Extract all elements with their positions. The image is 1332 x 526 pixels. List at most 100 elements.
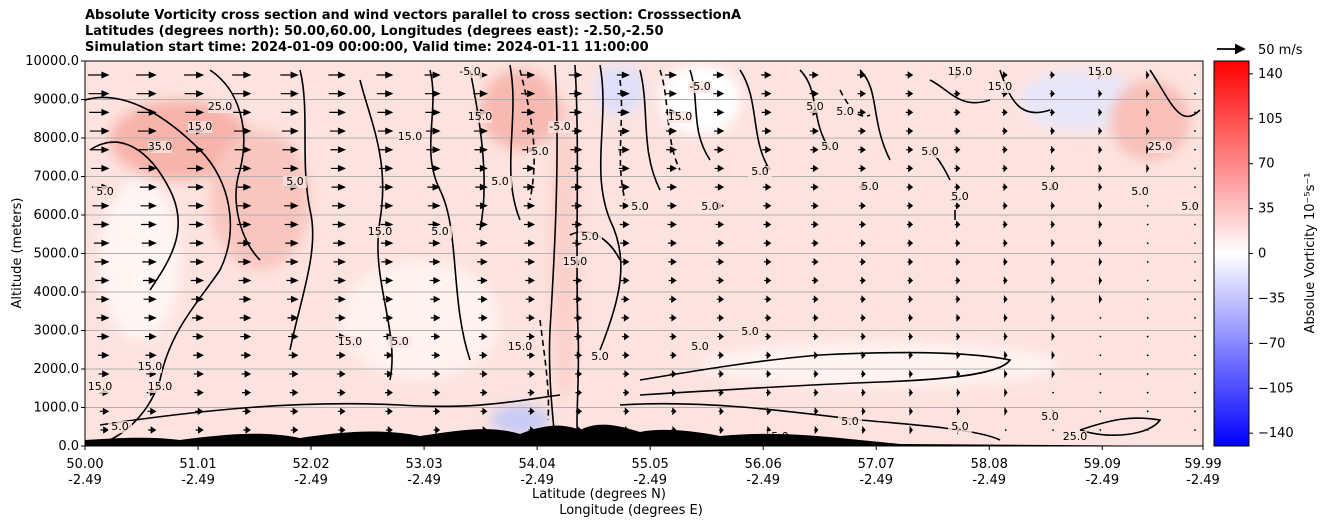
wind-vector: [1146, 279, 1149, 282]
wind-vector: [763, 239, 772, 247]
wind-vector: [433, 407, 441, 416]
wind-vector: [1098, 126, 1103, 136]
wind-vector: [378, 164, 394, 172]
colorbar-tick-label: 140: [1258, 67, 1283, 82]
contour-label: 5.0: [1131, 185, 1149, 198]
wind-vector: [142, 258, 157, 266]
wind-vector: [193, 370, 204, 378]
contour-label: 5.0: [286, 175, 304, 188]
contour-label: 5.0: [841, 415, 859, 428]
chart-title-line-1: Absolute Vorticity cross section and win…: [85, 8, 742, 23]
wind-vector: [1146, 354, 1149, 357]
wind-vector: [954, 201, 961, 210]
wind-vector: [236, 202, 252, 210]
wind-vector: [813, 369, 819, 378]
wind-vector: [232, 71, 252, 79]
wind-vector: [861, 407, 866, 416]
contour-label: -5.0: [549, 120, 570, 133]
contour-label: 15.0: [988, 80, 1013, 93]
wind-vector: [239, 314, 252, 322]
contour-label-bg: [838, 416, 862, 428]
wind-vector: [334, 276, 346, 285]
contour-label-bg: [858, 181, 882, 193]
wind-vector: [286, 295, 299, 303]
wind-vector: [715, 220, 725, 229]
wind-vector: [424, 90, 441, 98]
wind-vector: [1099, 335, 1102, 338]
contour-label: 5.0: [1041, 410, 1059, 423]
y-tick-label: 4000.0: [34, 285, 80, 300]
wind-vector: [1146, 298, 1149, 301]
wind-vector: [332, 220, 347, 228]
wind-vector: [424, 71, 441, 79]
contour-label: 5.0: [391, 335, 409, 348]
wind-vector: [618, 164, 630, 172]
wind-vector: [431, 332, 441, 341]
wind-vector: [859, 276, 866, 285]
wind-vector: [766, 407, 772, 416]
wind-vector: [1146, 223, 1149, 226]
wind-vector: [144, 314, 157, 322]
quiver-key-label: 50 m/s: [1258, 43, 1303, 58]
wind-vector: [1146, 316, 1149, 319]
wind-vector: [1099, 410, 1102, 413]
wind-vector: [88, 90, 110, 98]
x-axis-label-longitude: Longitude (degrees E): [559, 503, 703, 518]
wind-vector: [618, 146, 630, 154]
wind-vector: [96, 314, 110, 322]
contour-label-bg: [398, 131, 422, 143]
wind-vector: [382, 314, 394, 322]
wind-vector: [859, 257, 866, 266]
wind-vector: [280, 71, 299, 79]
wind-vector: [193, 351, 204, 359]
contour-label: 15.0: [148, 380, 173, 393]
wind-vector: [810, 183, 819, 191]
wind-vector: [667, 220, 677, 229]
wind-vector: [282, 146, 299, 154]
wind-vector: [473, 127, 488, 135]
wind-vector: [668, 295, 677, 303]
wind-vector: [87, 71, 110, 79]
wind-vector: [473, 90, 488, 98]
wind-vector: [860, 369, 866, 379]
wind-vector: [338, 426, 346, 434]
wind-vector: [667, 239, 677, 247]
contour-label-bg: [458, 66, 482, 78]
wind-vector: [666, 164, 677, 173]
y-tick-label: 2000.0: [34, 362, 80, 377]
contour-line: [599, 64, 622, 351]
wind-vector: [1003, 332, 1008, 341]
wind-vector: [1050, 238, 1055, 248]
wind-vector: [377, 127, 394, 135]
wind-vector: [571, 202, 583, 210]
wind-vector: [1146, 163, 1150, 173]
wind-vector: [954, 164, 961, 173]
wind-vector: [379, 183, 394, 191]
wind-vector: [329, 127, 347, 135]
wind-vector: [764, 314, 772, 322]
wind-vector: [909, 407, 913, 416]
wind-vector: [617, 127, 630, 135]
wind-vector: [480, 388, 488, 397]
contour-label-bg: [988, 81, 1012, 93]
wind-vector: [237, 258, 252, 266]
wind-vector: [1194, 279, 1196, 282]
colorbar: [1213, 60, 1250, 447]
wind-vector: [1145, 89, 1150, 99]
wind-vector: [1097, 89, 1103, 98]
contour-label: 15.0: [948, 65, 973, 78]
wind-vector: [236, 220, 252, 228]
vorticity-patch: [490, 405, 550, 435]
wind-vector: [328, 71, 347, 79]
wind-vector: [1050, 145, 1055, 154]
wind-vector: [812, 332, 819, 341]
wind-vector: [89, 108, 110, 116]
wind-vector: [811, 220, 819, 229]
wind-vector: [380, 239, 394, 247]
wind-vector: [95, 295, 110, 303]
wind-vector: [671, 407, 677, 416]
contour-label: 5.0: [691, 340, 709, 353]
chart-title-line-3: Simulation start time: 2024-01-09 00:00:…: [85, 40, 649, 55]
wind-vector: [954, 145, 961, 154]
wind-vector: [1099, 429, 1102, 431]
